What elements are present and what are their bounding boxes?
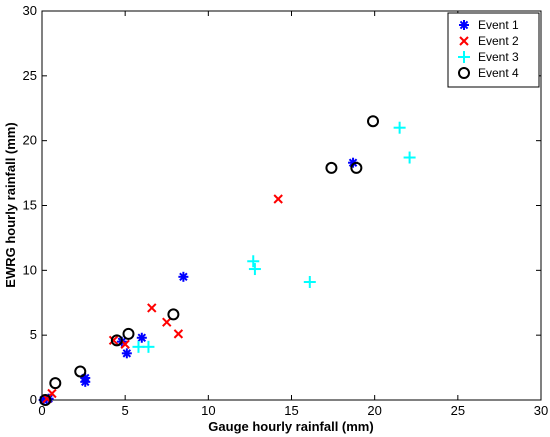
data-point bbox=[247, 255, 260, 268]
y-tick-label: 20 bbox=[23, 133, 37, 148]
x-tick-label: 0 bbox=[38, 403, 45, 418]
y-tick-label: 30 bbox=[23, 3, 37, 18]
y-axis: 0 5 10 15 20 25 30 bbox=[23, 3, 541, 407]
data-point bbox=[49, 377, 62, 390]
y-axis-title: EWRG hourly rainfall (mm) bbox=[3, 122, 18, 287]
x-stroke bbox=[162, 317, 172, 327]
data-markers bbox=[38, 115, 416, 406]
data-point bbox=[39, 394, 52, 406]
circle-stroke bbox=[458, 67, 470, 79]
circle-stroke bbox=[167, 308, 180, 321]
data-point bbox=[167, 308, 180, 321]
circle-stroke bbox=[39, 394, 52, 406]
data-point bbox=[178, 271, 189, 282]
data-point bbox=[147, 303, 157, 313]
asterisk-stroke bbox=[179, 272, 188, 282]
x-tick-label: 15 bbox=[284, 403, 298, 418]
data-point bbox=[325, 161, 338, 174]
data-point bbox=[74, 365, 87, 378]
legend-marker bbox=[458, 51, 470, 63]
x-tick-label: 25 bbox=[451, 403, 465, 418]
data-point bbox=[393, 121, 406, 134]
data-point bbox=[173, 329, 184, 339]
circle-stroke bbox=[74, 365, 87, 378]
data-point bbox=[248, 263, 261, 276]
x-tick-label: 5 bbox=[122, 403, 129, 418]
x-axis-title: Gauge hourly rainfall (mm) bbox=[208, 419, 373, 434]
legend-marker bbox=[458, 67, 470, 79]
data-point bbox=[403, 151, 416, 164]
data-point bbox=[142, 340, 155, 353]
legend-label: Event 3 bbox=[478, 50, 519, 64]
y-tick-label: 10 bbox=[23, 262, 37, 277]
asterisk-stroke bbox=[44, 394, 53, 403]
legend-entry: Event 1 bbox=[459, 18, 519, 32]
data-point bbox=[136, 332, 147, 343]
data-point bbox=[121, 348, 132, 359]
legend-label: Event 1 bbox=[478, 18, 519, 32]
x-stroke bbox=[273, 194, 283, 204]
x-stroke bbox=[120, 339, 130, 349]
legend-label: Event 2 bbox=[478, 34, 519, 48]
legend-label: Event 4 bbox=[478, 66, 519, 80]
circle-stroke bbox=[110, 334, 123, 347]
x-axis: 0 5 10 15 20 25 30 bbox=[38, 11, 548, 418]
asterisk-stroke bbox=[137, 333, 147, 343]
x-tick-label: 30 bbox=[534, 403, 548, 418]
legend: Event 1 Event 2 Event 3 Event 4 bbox=[447, 12, 540, 88]
asterisk-stroke bbox=[81, 373, 90, 383]
x-stroke bbox=[173, 329, 184, 339]
y-tick-label: 25 bbox=[23, 68, 37, 83]
x-tick-label: 10 bbox=[201, 403, 215, 418]
data-point bbox=[273, 194, 283, 204]
series-4 bbox=[39, 115, 380, 406]
data-point bbox=[122, 327, 135, 340]
y-tick-label: 5 bbox=[30, 327, 37, 342]
circle-stroke bbox=[49, 377, 62, 390]
legend-entry: Event 3 bbox=[458, 50, 519, 64]
data-point bbox=[367, 115, 380, 128]
data-point bbox=[162, 317, 172, 327]
legend-marker bbox=[459, 20, 469, 30]
x-stroke bbox=[459, 36, 469, 46]
data-point bbox=[303, 276, 316, 289]
data-point bbox=[110, 334, 123, 347]
asterisk-stroke bbox=[122, 349, 132, 358]
asterisk-stroke bbox=[348, 158, 358, 167]
circle-stroke bbox=[350, 161, 363, 174]
x-stroke bbox=[147, 303, 157, 313]
x-tick-label: 20 bbox=[367, 403, 381, 418]
data-point bbox=[108, 335, 119, 346]
asterisk-stroke bbox=[459, 20, 469, 30]
y-tick-label: 0 bbox=[30, 392, 37, 407]
circle-stroke bbox=[122, 327, 135, 340]
legend-entry: Event 4 bbox=[458, 66, 519, 80]
data-point bbox=[350, 161, 363, 174]
x-stroke bbox=[108, 335, 119, 346]
circle-stroke bbox=[325, 161, 338, 174]
legend-marker bbox=[459, 36, 469, 46]
y-tick-label: 15 bbox=[23, 198, 37, 213]
legend-entry: Event 2 bbox=[459, 34, 519, 48]
series-3 bbox=[132, 121, 416, 353]
series-2 bbox=[42, 194, 283, 404]
circle-stroke bbox=[367, 115, 380, 128]
